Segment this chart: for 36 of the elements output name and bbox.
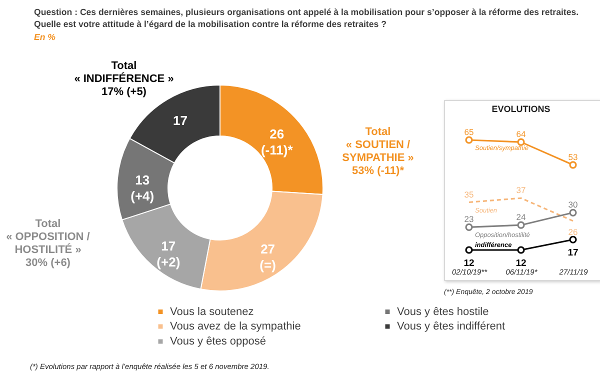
legend-label: Vous y êtes opposé bbox=[170, 336, 266, 348]
point bbox=[465, 246, 473, 254]
data-label: 65 bbox=[464, 127, 474, 137]
text: En % bbox=[34, 32, 56, 42]
point bbox=[569, 161, 577, 169]
legend-label: Vous y êtes indifférent bbox=[397, 320, 506, 332]
data-label: 53 bbox=[568, 152, 578, 162]
data-label: 27 (=) bbox=[260, 242, 276, 273]
point bbox=[517, 246, 525, 254]
chart-title: EVOLUTIONS bbox=[492, 104, 550, 114]
legend-label: Vous avez de la sympathie bbox=[170, 320, 301, 332]
data-label: 17 (+2) bbox=[156, 238, 180, 270]
data-label: 13 (+4) bbox=[130, 172, 154, 204]
text: Total « OPPOSITION / HOSTILITÉ » 30% (+6) bbox=[6, 218, 90, 269]
data-label: 24 bbox=[516, 212, 526, 222]
point bbox=[569, 208, 577, 216]
data-label: 30 bbox=[568, 200, 578, 210]
text: Total « SOUTIEN / SYMPATHIE » 53% (-11)* bbox=[342, 126, 414, 177]
point bbox=[569, 236, 577, 244]
data-label: 12 bbox=[464, 258, 474, 269]
point bbox=[465, 136, 473, 144]
legend-label: Vous y êtes hostile bbox=[397, 306, 489, 318]
data-label: 64 bbox=[516, 129, 526, 140]
data-label: 17 bbox=[173, 112, 188, 128]
data-label: 26 bbox=[568, 226, 578, 237]
legend-label: Vous la soutenez bbox=[170, 306, 254, 318]
point bbox=[517, 221, 525, 229]
data-label: 26 (-11)* bbox=[260, 126, 294, 158]
point bbox=[465, 223, 473, 231]
text: Total « INDIFFÉRENCE » 17% (+5) bbox=[74, 60, 174, 98]
data-label: 12 bbox=[516, 258, 526, 269]
data-label: 37 bbox=[516, 185, 526, 196]
data-label: 23 bbox=[464, 214, 474, 224]
chart-title: Question : Ces dernières semaines, plusieurs organisations ont appelé à la mobilisation pour s’opposer à la réforme des retraites. Quelle est votre attitude à l’égard de la mobilisation contre la réforme des retraites ? bbox=[34, 6, 580, 30]
data-label: 35 bbox=[464, 189, 474, 200]
data-label: 17 bbox=[568, 248, 578, 259]
